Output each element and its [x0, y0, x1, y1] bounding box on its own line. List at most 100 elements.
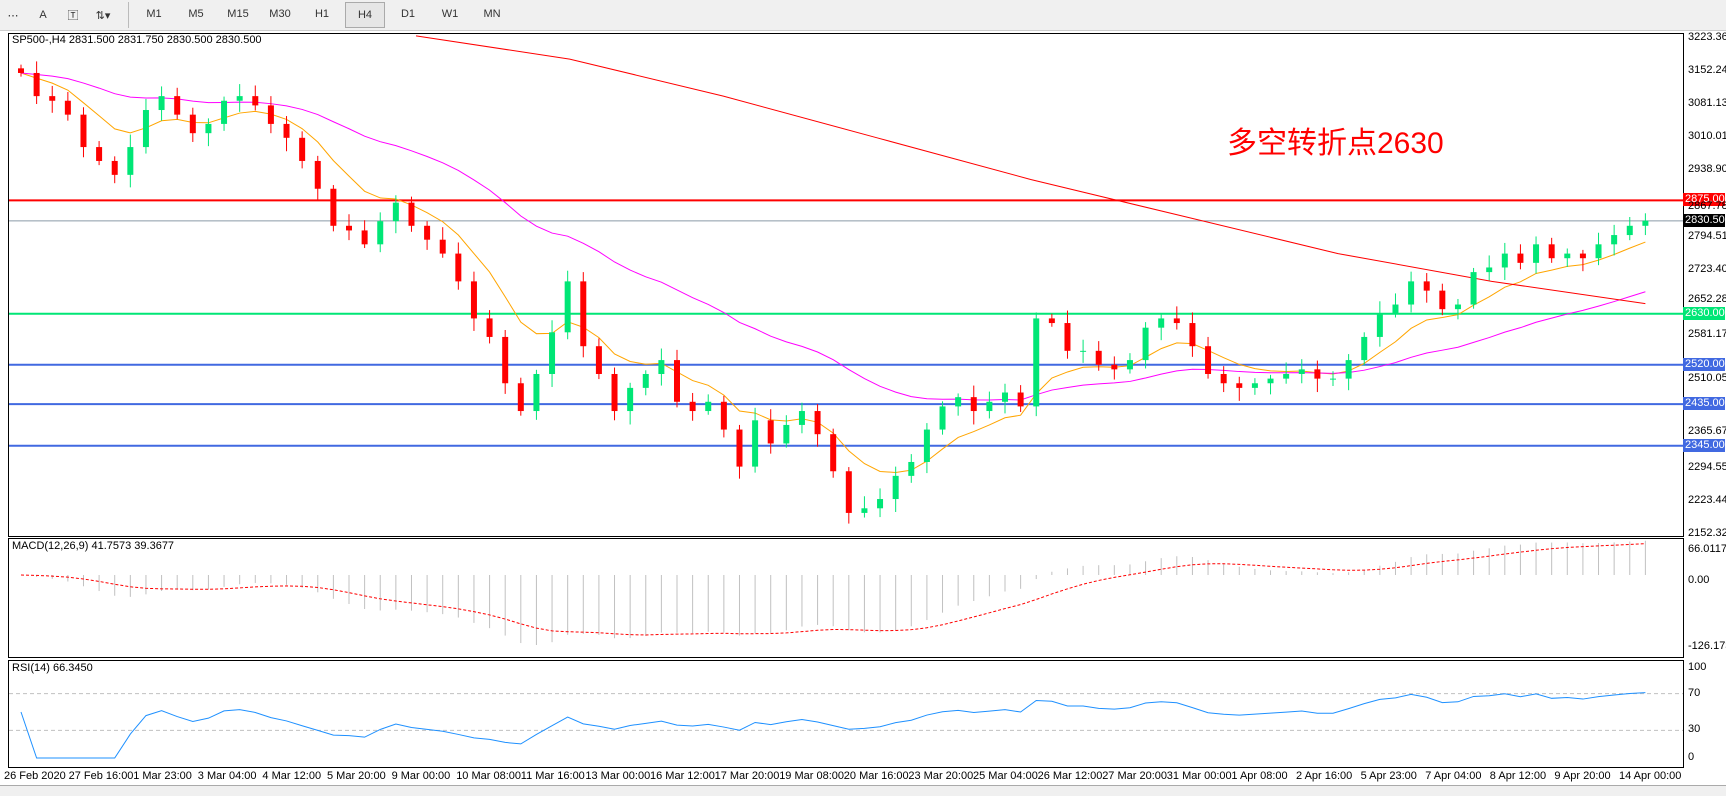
- candle: [1267, 374, 1274, 395]
- chart-header: SP500-,H4 2831.500 2831.750 2830.500 283…: [12, 34, 262, 46]
- candle: [1564, 248, 1571, 268]
- timeframe-m1[interactable]: M1: [146, 8, 162, 20]
- candle: [392, 195, 399, 234]
- timeframe-m15[interactable]: M15: [227, 8, 249, 20]
- date-axis-label: 17 Mar 20:00: [714, 770, 780, 782]
- rsi-line: [20, 692, 1646, 759]
- candle: [1080, 339, 1087, 363]
- candle: [1220, 366, 1227, 393]
- chart-tabs[interactable]: [0, 785, 1726, 796]
- price-axis-label: 2794.515: [1688, 229, 1726, 242]
- date-axis-label: 13 Mar 00:00: [585, 770, 651, 782]
- candle: [736, 424, 743, 479]
- timeframe-h1[interactable]: H1: [314, 8, 330, 20]
- date-axis-label: 14 Apr 00:00: [1619, 770, 1682, 782]
- candle: [814, 404, 821, 447]
- candle: [1251, 378, 1258, 395]
- candle: [127, 134, 134, 188]
- date-axis-label: 26 Feb 2020: [4, 770, 66, 782]
- candle: [845, 467, 852, 524]
- candle: [346, 214, 352, 241]
- ma-slow-line: [415, 35, 1646, 305]
- candle: [689, 392, 696, 421]
- date-axis-label: 11 Mar 16:00: [520, 770, 585, 782]
- price-axis-label: 2510.055: [1688, 371, 1726, 384]
- price-axis-label: 2223.440: [1688, 494, 1726, 507]
- date-axis-label: 5 Apr 23:00: [1360, 770, 1417, 782]
- candle: [955, 393, 962, 416]
- timeframe-mn[interactable]: MN: [483, 8, 501, 20]
- candle: [1454, 298, 1461, 320]
- level-tag: 2875.000: [1683, 193, 1726, 207]
- timeframe-m5[interactable]: M5: [188, 8, 204, 20]
- rsi-label: RSI(14) 66.3450: [12, 662, 93, 674]
- candle: [1486, 255, 1493, 281]
- timeframe-h4[interactable]: H4: [345, 2, 385, 28]
- candle: [1423, 273, 1430, 303]
- candle: [517, 377, 524, 416]
- candle: [1330, 371, 1336, 387]
- candle: [361, 220, 368, 249]
- candle: [142, 98, 149, 154]
- candle: [424, 221, 431, 250]
- date-axis-label: 27 Feb 16:00: [68, 770, 134, 782]
- candle: [80, 107, 87, 158]
- candle: [1642, 213, 1649, 236]
- candle: [611, 367, 618, 421]
- candle: [377, 212, 384, 253]
- period-separator-icon[interactable]: ⋯: [7, 9, 19, 22]
- date-axis-label: 26 Mar 12:00: [1037, 770, 1103, 782]
- price-axis-label: 2581.170: [1688, 328, 1726, 341]
- candle: [1345, 354, 1352, 391]
- candle: [627, 382, 634, 425]
- timeframe-w1[interactable]: W1: [441, 8, 459, 20]
- macd-pane[interactable]: [8, 538, 1684, 658]
- text-label-icon[interactable]: 🅃: [67, 10, 79, 22]
- rsi-axis-label: 0: [1688, 751, 1695, 763]
- text-A-icon[interactable]: A: [39, 9, 47, 21]
- candle: [174, 87, 181, 120]
- price-axis-label: 3152.245: [1688, 63, 1726, 76]
- macd-axis-label: 0.00: [1688, 574, 1710, 586]
- candle: [986, 391, 993, 419]
- candle: [1064, 310, 1071, 359]
- candle: [33, 61, 40, 105]
- macd-label: MACD(12,26,9) 41.7573 39.3677: [12, 540, 175, 552]
- candle: [330, 185, 337, 232]
- candle: [1392, 293, 1399, 318]
- candle: [1283, 362, 1290, 384]
- candle: [486, 310, 493, 344]
- candle: [205, 118, 212, 147]
- rsi-axis-label: 70: [1688, 686, 1701, 699]
- timeframe-m30[interactable]: M30: [269, 8, 291, 20]
- date-axis-label: 19 Mar 08:00: [779, 770, 845, 782]
- date-axis-label: 5 Mar 20:00: [327, 770, 386, 782]
- candle: [877, 488, 884, 518]
- candle: [1158, 314, 1165, 341]
- date-axis-label: 2 Apr 16:00: [1296, 770, 1353, 782]
- date-axis-label: 9 Mar 00:00: [391, 770, 451, 782]
- candle: [236, 84, 243, 112]
- candle: [658, 348, 665, 386]
- price-chart[interactable]: [8, 33, 1684, 537]
- rsi-pane[interactable]: [8, 660, 1684, 768]
- candle: [861, 496, 868, 518]
- date-axis-label: 25 Mar 04:00: [973, 770, 1038, 782]
- candle: [267, 96, 274, 134]
- candle: [1095, 341, 1102, 371]
- date-axis-label: 1 Apr 08:00: [1231, 770, 1288, 782]
- candle: [252, 85, 259, 111]
- price-axis-label: 2294.555: [1688, 461, 1726, 474]
- timeframe-d1[interactable]: D1: [400, 8, 416, 20]
- date-axis-label: 16 Mar 12:00: [650, 770, 715, 782]
- candle: [783, 415, 790, 448]
- price-axis-label: 3223.360: [1688, 31, 1726, 43]
- arrows-icon[interactable]: ⇅▾: [95, 9, 111, 22]
- candle: [580, 272, 587, 358]
- candle: [1533, 236, 1540, 274]
- candle: [189, 107, 196, 142]
- candle: [1579, 249, 1586, 272]
- candle: [1501, 242, 1508, 280]
- candle: [939, 401, 946, 435]
- date-axis-label: 9 Apr 20:00: [1554, 770, 1611, 782]
